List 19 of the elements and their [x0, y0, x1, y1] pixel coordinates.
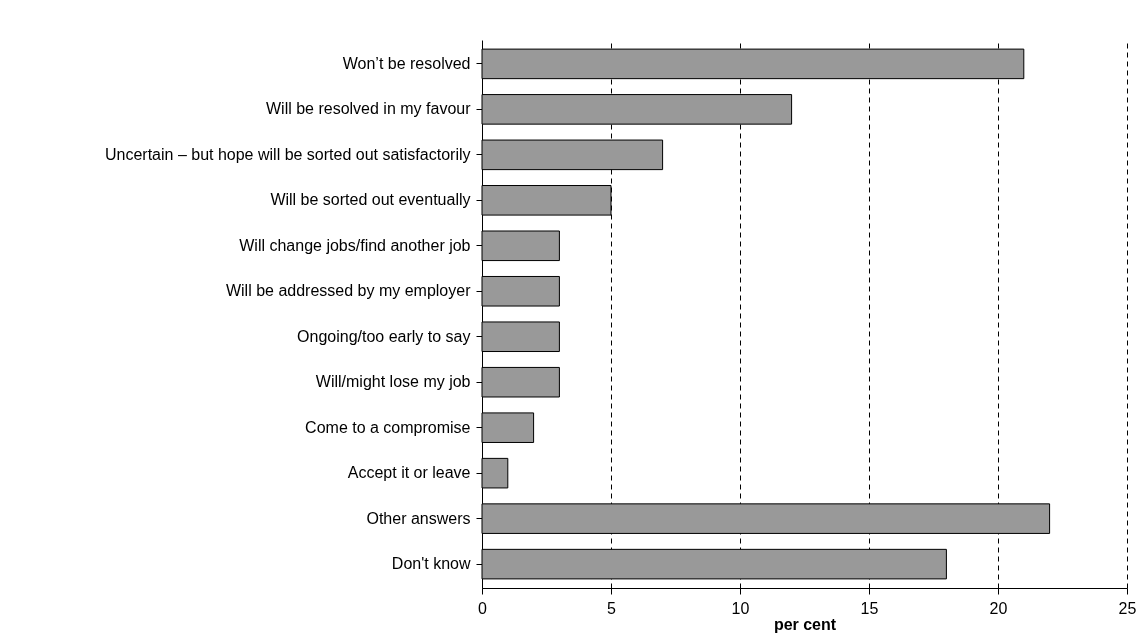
- y-tick-label: Don't know: [391, 555, 471, 573]
- x-tick-label: 20: [989, 599, 1008, 617]
- y-tick-label: Other answers: [366, 509, 471, 527]
- y-tick-label: Accept it or leave: [347, 464, 471, 482]
- y-tick-label: Come to a compromise: [305, 418, 471, 436]
- x-tick-label: 5: [607, 599, 617, 617]
- x-axis-title: per cent: [773, 615, 837, 633]
- y-tick-label: Will change jobs/find another job: [239, 236, 471, 254]
- x-tick-label: 0: [478, 599, 488, 617]
- x-tick-label: 10: [731, 599, 750, 617]
- x-tick-label: 15: [860, 599, 879, 617]
- x-tick-label: 25: [1118, 599, 1137, 617]
- y-tick-label: Ongoing/too early to say: [297, 327, 471, 345]
- y-tick-label: Won’t be resolved: [342, 54, 471, 72]
- y-tick-label: Will be addressed by my employer: [225, 282, 472, 300]
- y-tick-label: Will be sorted out eventually: [270, 191, 471, 209]
- y-tick-label: Will/might lose my job: [315, 373, 471, 391]
- y-tick-label: Will be resolved in my favour: [265, 100, 472, 118]
- y-tick-label: Uncertain – but hope will be sorted out satisfactorily: [104, 145, 471, 163]
